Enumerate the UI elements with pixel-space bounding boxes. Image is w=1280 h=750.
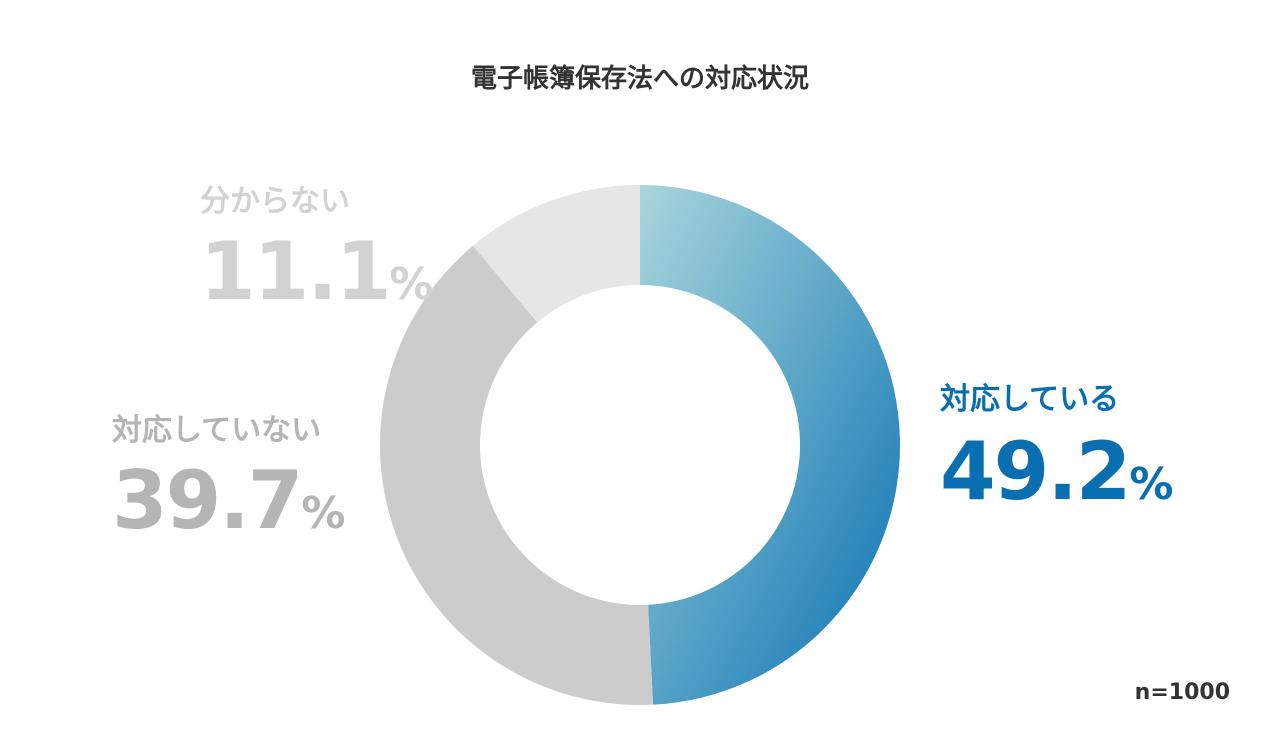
- label-unknown-value: 11.1: [200, 225, 391, 318]
- slice-not-taiou: [380, 245, 654, 705]
- label-not-taiou-category: 対応していない: [112, 413, 322, 448]
- label-not-taiou: 対応していない 39.7%: [112, 405, 345, 541]
- label-taiou-value-wrap: 49.2%: [940, 432, 1173, 512]
- label-unknown: 分からない 11.1%: [200, 176, 433, 312]
- label-taiou-category: 対応している: [940, 382, 1120, 417]
- label-taiou-value: 49.2: [940, 425, 1131, 518]
- label-not-taiou-unit: %: [301, 488, 346, 539]
- label-unknown-unit: %: [389, 259, 434, 310]
- slice-unknown: [473, 185, 640, 323]
- label-not-taiou-value: 39.7: [112, 454, 303, 547]
- slice-taiou: [640, 185, 900, 705]
- label-unknown-value-wrap: 11.1%: [200, 232, 433, 312]
- chart-title: 電子帳簿保存法への対応状況: [470, 64, 809, 94]
- label-not-taiou-value-wrap: 39.7%: [112, 461, 345, 541]
- label-taiou: 対応している 49.2%: [940, 374, 1173, 512]
- label-unknown-category: 分からない: [200, 184, 350, 219]
- sample-size: n=1000: [1134, 680, 1230, 705]
- label-taiou-unit: %: [1129, 459, 1174, 510]
